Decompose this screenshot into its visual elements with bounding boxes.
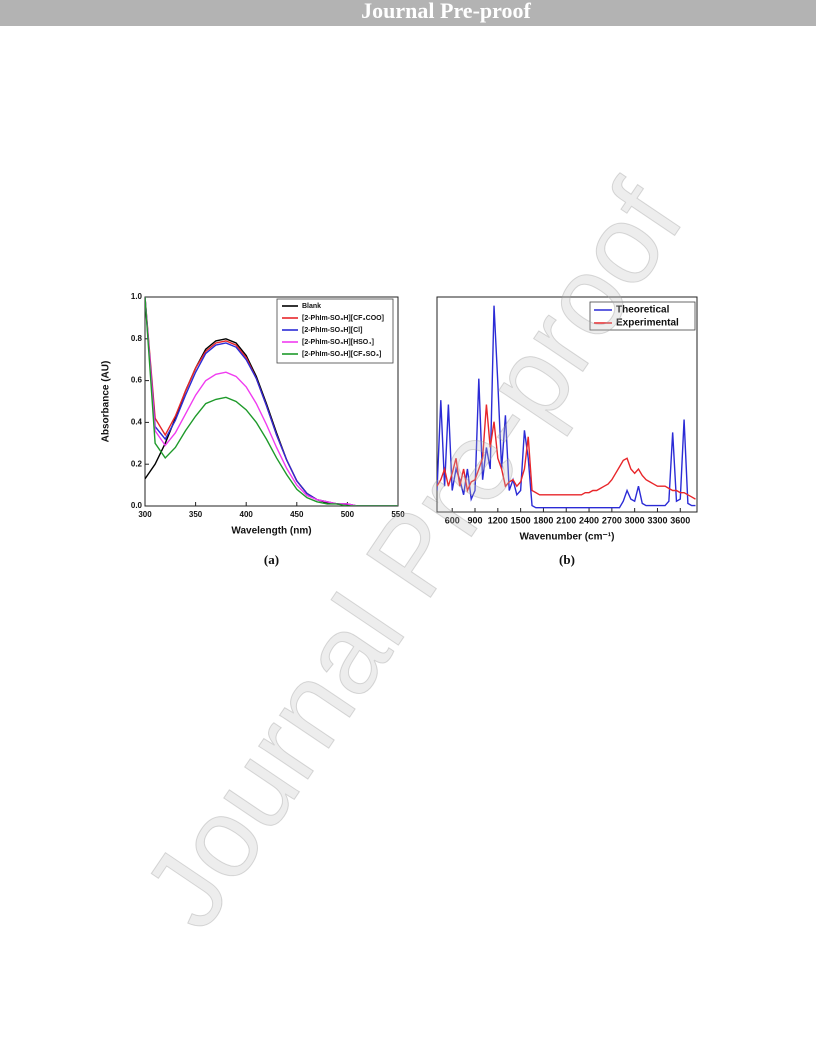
x-tick-label: 2100	[556, 515, 576, 525]
legend-label: [2-PhIm-SO₃H][Cl]	[302, 327, 362, 334]
x-tick-label: 3000	[625, 515, 645, 525]
legend-label: Blank	[302, 303, 321, 310]
x-axis-title: Wavelength (nm)	[231, 526, 311, 537]
x-tick-label: 350	[189, 510, 203, 519]
plot-frame	[144, 296, 399, 507]
legend-label: Theoretical	[616, 305, 670, 316]
y-tick-label: 0.0	[131, 501, 143, 510]
x-tick-label: 2700	[602, 515, 622, 525]
figures: 300 350 400 450 500 550 0.0 0.2 0.4 0.6 0.8 1.0 Wave…	[101, 292, 698, 567]
y-tick-label: 0.2	[131, 459, 143, 468]
header-bar	[0, 0, 816, 26]
x-tick-label: 2400	[579, 515, 599, 525]
y-tick-label: 0.6	[131, 376, 143, 385]
y-tick-label: 0.4	[131, 418, 143, 427]
x-tick-label: 1500	[511, 515, 531, 525]
x-tick-label: 400	[240, 510, 254, 519]
figure-caption: (a)	[264, 552, 279, 567]
legend-label: [2-PhIm-SO₃H][HSO₄]	[302, 339, 374, 346]
x-tick-label: 3600	[670, 515, 690, 525]
plot-frame	[436, 296, 698, 513]
x-tick-label: 300	[138, 510, 152, 519]
chart: 600 900 1200 1500 1800 2100 2400 2700 3000 3300 36…	[436, 296, 698, 567]
header-title: Journal Pre-proof	[361, 0, 531, 23]
legend-label: [2-PhIm-SO₃H][CF₃SO₃]	[302, 351, 381, 358]
x-tick-label: 900	[467, 515, 482, 525]
figure-caption: (b)	[559, 552, 575, 567]
x-tick-label: 3300	[647, 515, 667, 525]
x-tick-label: 1800	[533, 515, 553, 525]
legend-box	[589, 301, 696, 331]
data-line	[145, 297, 398, 506]
x-tick-label: 1200	[488, 515, 508, 525]
x-tick-label: 500	[341, 510, 355, 519]
x-tick-label: 550	[391, 510, 405, 519]
x-tick-label: 450	[290, 510, 304, 519]
y-tick-label: 0.8	[131, 334, 143, 343]
data-line	[437, 305, 696, 509]
legend-box	[276, 298, 394, 364]
legend-label: Experimental	[616, 318, 679, 329]
x-axis-title: Wavenumber (cm⁻¹)	[520, 532, 615, 543]
y-tick-label: 1.0	[131, 292, 143, 301]
chart: 300 350 400 450 500 550 0.0 0.2 0.4 0.6 0.8 1.0 Wave…	[101, 292, 406, 567]
data-line	[437, 404, 696, 500]
x-tick-label: 600	[445, 515, 460, 525]
y-axis-title: Absorbance (AU)	[101, 361, 112, 443]
legend-label: [2-PhIm-SO₃H][CF₃COO]	[302, 315, 384, 322]
